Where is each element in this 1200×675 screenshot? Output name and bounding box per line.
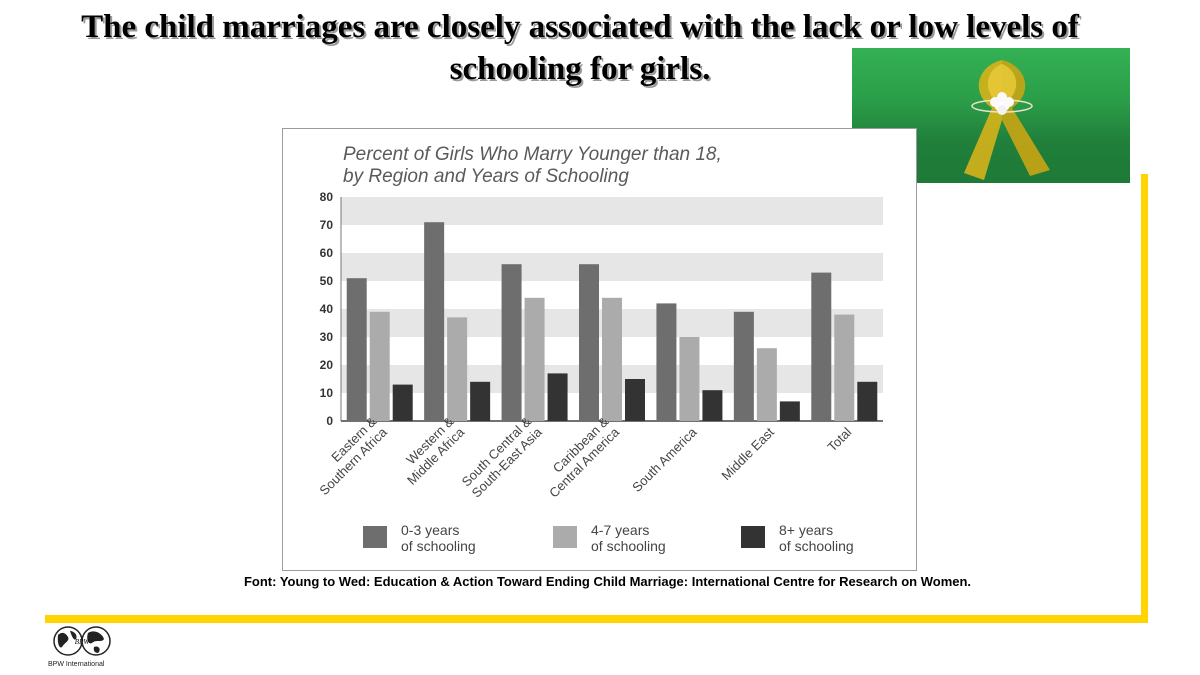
bar [733, 311, 754, 421]
legend-item: 4-7 years of schooling [553, 522, 666, 554]
bar [346, 278, 367, 421]
logo-mark: BPW [75, 638, 91, 646]
legend-label: 0-3 years of schooling [401, 522, 476, 554]
decorative-yellow-frame [45, 174, 1148, 623]
y-tick-label: 70 [320, 218, 334, 232]
legend-swatch [741, 526, 765, 548]
x-tick-label: South Central &South-East Asia [458, 413, 545, 500]
y-tick-label: 60 [320, 246, 334, 260]
bar [547, 373, 568, 421]
x-tick-label: Caribbean &Central America [536, 413, 623, 500]
y-tick-label: 40 [320, 302, 334, 316]
logo-text: BPW International [48, 661, 105, 668]
ribbon-photo [852, 48, 1130, 183]
x-tick-label: Western &Middle Africa [393, 413, 467, 487]
bar [524, 297, 545, 421]
legend-item: 0-3 years of schooling [363, 522, 476, 554]
x-tick-label: South America [629, 424, 700, 495]
bar [447, 317, 468, 421]
legend-swatch [553, 526, 577, 548]
bar [656, 303, 677, 421]
x-tick-label: Eastern &Southern Africa [306, 413, 391, 498]
bar [579, 264, 599, 421]
frame-right-bar [1141, 174, 1148, 623]
bar [756, 348, 777, 421]
bar-chart: 0 10 20 30 40 50 60 70 80 Eastern &Southern Afric… [306, 190, 883, 501]
y-tick-label: 80 [320, 190, 334, 204]
y-tick-label: 30 [320, 330, 334, 344]
bar [424, 222, 445, 421]
y-tick-label: 0 [326, 414, 333, 428]
yellow-ribbon-icon [964, 60, 1050, 180]
bar [392, 384, 413, 421]
slide-title: The child marriages are closely associat… [81, 9, 1079, 87]
bpw-logo: BPW BPW International [48, 625, 118, 669]
legend-label: 8+ years of schooling [779, 522, 854, 554]
chart-title: Percent of Girls Who Marry Younger than … [343, 144, 722, 187]
bar [811, 272, 832, 421]
bar [369, 311, 390, 421]
bar [702, 390, 723, 421]
bar [602, 297, 622, 421]
y-tick-label: 50 [320, 274, 334, 288]
legend-label: 4-7 years of schooling [591, 522, 666, 554]
grid-band [341, 197, 883, 225]
bar [625, 379, 645, 421]
y-tick-label: 20 [320, 358, 334, 372]
bar [857, 381, 878, 421]
legend-swatch [363, 526, 387, 548]
globe-logo-icon: BPW [53, 626, 111, 656]
x-tick-label: Total [824, 424, 854, 454]
y-tick-label: 10 [320, 386, 334, 400]
bar [501, 264, 522, 421]
bar [470, 381, 491, 421]
chart-legend: 0-3 years of schooling 4-7 years of schoo… [363, 522, 883, 562]
legend-item: 8+ years of schooling [741, 522, 854, 554]
chart-panel: Percent of Girls Who Marry Younger than … [282, 128, 917, 571]
bar [779, 401, 800, 421]
x-tick-label: Middle East [718, 424, 777, 483]
grid-band [341, 253, 883, 281]
frame-bottom-bar [45, 615, 1148, 623]
bar [679, 337, 700, 421]
source-caption: Font: Young to Wed: Education & Action T… [243, 574, 972, 589]
bar [834, 314, 855, 421]
